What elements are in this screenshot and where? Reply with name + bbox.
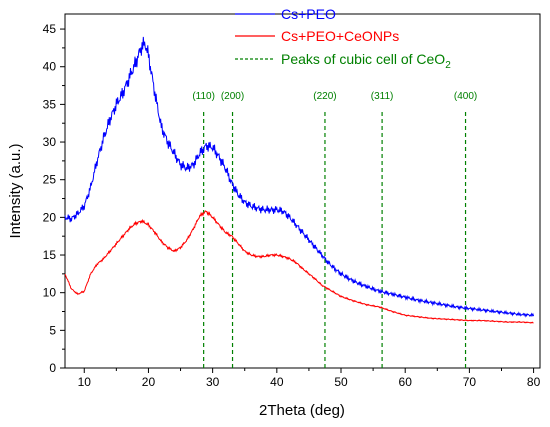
series-line xyxy=(64,36,535,318)
legend-label-cs-peo: Cs+PEO xyxy=(281,6,336,22)
x-tick-label: 60 xyxy=(399,375,413,389)
x-axis-title: 2Theta (deg) xyxy=(259,402,345,419)
y-tick-label: 10 xyxy=(43,286,57,300)
y-tick-label: 15 xyxy=(43,248,57,262)
x-tick-label: 40 xyxy=(270,375,284,389)
peak-label: (200) xyxy=(221,91,244,102)
y-axis: 0 5 10 15 20 25 30 35 40 45 xyxy=(43,22,65,375)
legend-label-peaks: Peaks of cubic cell of CeO2 xyxy=(281,51,451,71)
legend-label-cs-peo-ceonps: Cs+PEO+CeONPs xyxy=(281,28,399,44)
plot-area-frame xyxy=(64,13,541,369)
peak-label: (400) xyxy=(454,91,477,102)
x-tick-label: 50 xyxy=(334,375,348,389)
y-tick-label: 45 xyxy=(43,22,57,36)
legend-label-peaks-subscript: 2 xyxy=(445,60,451,71)
peak-lines: (110) (200) (220) (311) (400) xyxy=(192,91,477,368)
y-tick-label: 5 xyxy=(49,323,56,337)
x-axis: 10 20 30 40 50 60 70 80 xyxy=(78,368,541,389)
x-tick-label: 10 xyxy=(78,375,92,389)
series-lines xyxy=(64,36,535,324)
peak-label: (220) xyxy=(313,91,336,102)
x-tick-label: 80 xyxy=(527,375,541,389)
y-tick-label: 40 xyxy=(43,60,57,74)
y-tick-label: 35 xyxy=(43,97,57,111)
series-line xyxy=(64,210,534,324)
y-tick-label: 0 xyxy=(49,361,56,375)
x-tick-label: 20 xyxy=(142,375,156,389)
y-tick-label: 30 xyxy=(43,135,57,149)
x-tick-label: 30 xyxy=(206,375,220,389)
y-axis-title: Intensity (a.u.) xyxy=(7,143,24,238)
peak-label: (110) xyxy=(192,91,215,102)
legend-label-peaks-main: Peaks of cubic cell of CeO xyxy=(281,51,445,67)
x-tick-label: 70 xyxy=(463,375,477,389)
y-tick-label: 20 xyxy=(43,210,57,224)
peak-label: (311) xyxy=(371,91,394,102)
y-tick-label: 25 xyxy=(43,173,57,187)
legend: Cs+PEO Cs+PEO+CeONPs Peaks of cubic cell… xyxy=(235,6,451,71)
